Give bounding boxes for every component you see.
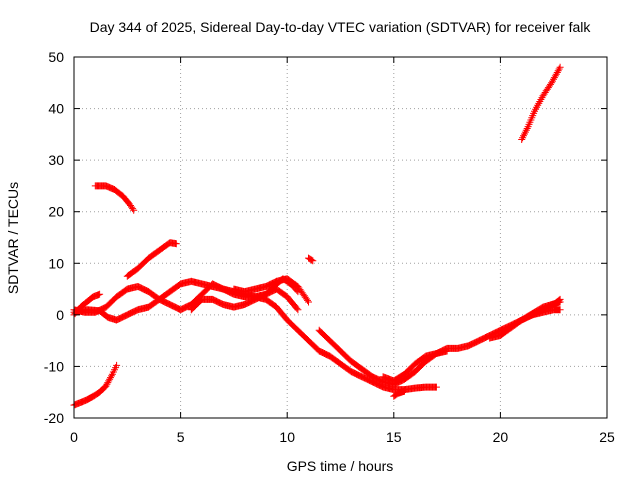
point-markers [123,239,180,280]
y-tick-label: 30 [48,152,64,168]
y-tick-label: 0 [56,307,64,323]
series-track-13 [486,306,564,342]
series-track-6 [123,239,180,280]
y-tick-label: -20 [44,410,64,426]
x-tick-label: 15 [386,429,402,445]
point-markers [390,387,408,400]
point-markers [514,298,564,327]
point-markers [379,347,451,385]
series-track-14 [514,298,564,327]
y-tick-label: 40 [48,101,64,117]
chart-title: Day 344 of 2025, Sidereal Day-to-day VTE… [90,19,592,35]
x-tick-label: 10 [279,429,295,445]
series-track-1 [70,361,121,409]
point-markers [230,275,312,306]
x-tick-label: 0 [70,429,78,445]
series-track-8 [230,275,312,306]
point-markers [305,254,317,265]
y-axis-label: SDTVAR / TECUs [5,182,21,294]
y-tick-label: 20 [48,204,64,220]
y-tick-label: -10 [44,358,64,374]
x-tick-label: 20 [493,429,509,445]
series-track-2 [91,182,138,214]
series-track-15 [518,63,564,143]
point-markers [518,63,564,143]
series-track-12 [390,387,408,400]
grid-lines [74,57,607,418]
y-tick-label: 10 [48,255,64,271]
series-track-9 [305,254,317,265]
point-markers [70,361,121,409]
data-points [70,63,564,409]
point-markers [486,306,564,342]
x-tick-label: 5 [177,429,185,445]
series-track-11 [379,347,451,385]
x-axis-label: GPS time / hours [287,458,394,474]
plot-frame [73,56,608,419]
point-markers [91,182,138,214]
axis-ticks: 0 5 10 15 20 25 -20 -10 0 10 20 30 40 50 [44,49,615,445]
x-tick-label: 25 [599,429,615,445]
y-tick-label: 50 [48,49,64,65]
